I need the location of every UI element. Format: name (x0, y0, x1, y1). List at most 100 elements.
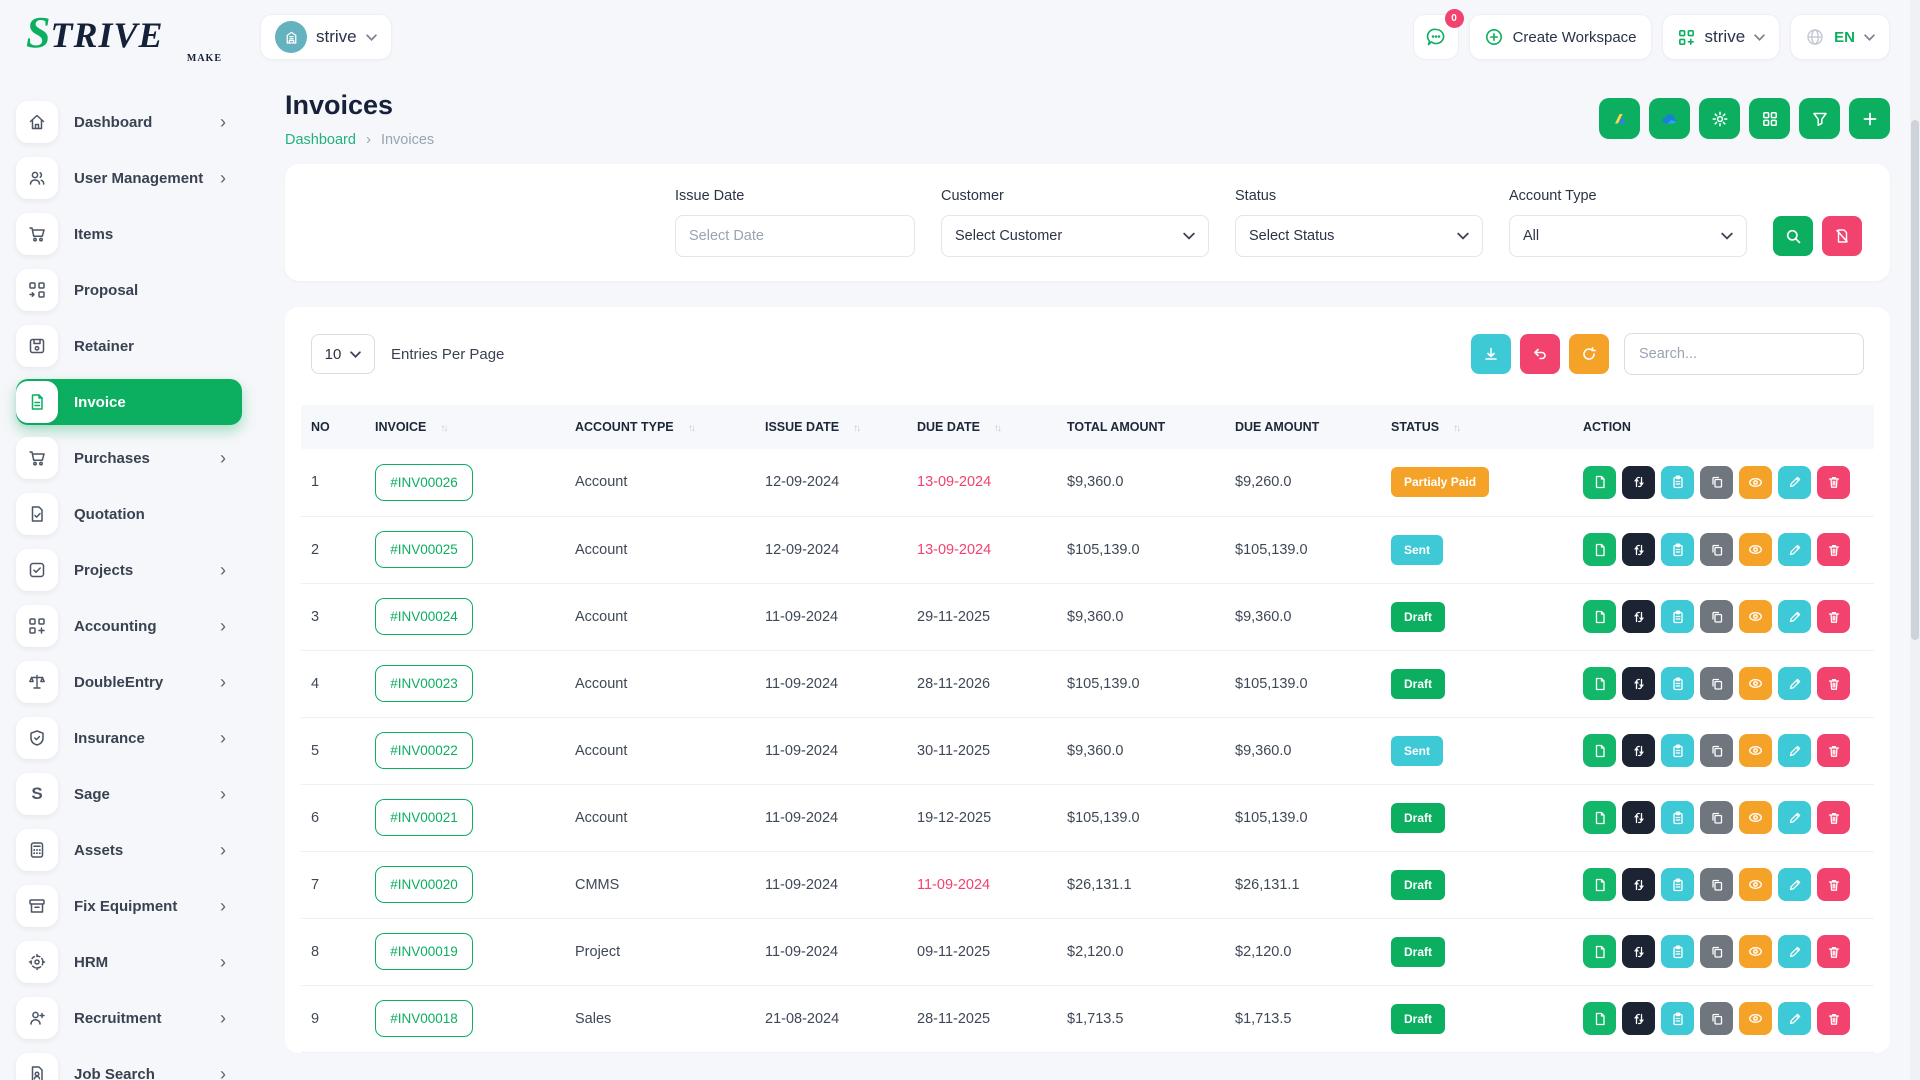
customer-select[interactable]: Select Customer (941, 215, 1209, 257)
clipboard-button[interactable] (1661, 868, 1694, 901)
table-search-input[interactable] (1624, 333, 1864, 375)
delete-button[interactable] (1817, 600, 1850, 633)
invoice-number-chip[interactable]: #INV00019 (375, 933, 473, 970)
invoice-number-chip[interactable]: #INV00021 (375, 799, 473, 836)
view-button[interactable] (1739, 935, 1772, 968)
edit-button[interactable] (1778, 801, 1811, 834)
invoice-file-button[interactable] (1583, 465, 1616, 499)
status-select[interactable]: Select Status (1235, 215, 1483, 257)
delete-button[interactable] (1817, 533, 1850, 566)
undo-button[interactable] (1520, 334, 1560, 374)
language-selector[interactable]: EN (1790, 14, 1890, 60)
view-button[interactable] (1739, 868, 1772, 901)
sidebar-item-recruitment[interactable]: Recruitment › (16, 995, 242, 1041)
delete-button[interactable] (1817, 801, 1850, 834)
sidebar-item-projects[interactable]: Projects › (16, 547, 242, 593)
filter-button[interactable] (1799, 98, 1840, 139)
edit-button[interactable] (1778, 533, 1811, 566)
sidebar-item-sage[interactable]: S Sage › (16, 771, 242, 817)
duplicate-button[interactable] (1700, 935, 1733, 968)
invoice-number-chip[interactable]: #INV00023 (375, 665, 473, 702)
clipboard-button[interactable] (1661, 1002, 1694, 1035)
invoice-number-chip[interactable]: #INV00020 (375, 866, 473, 903)
convert-button[interactable] (1622, 734, 1655, 767)
create-workspace-button[interactable]: Create Workspace (1468, 14, 1652, 60)
clipboard-button[interactable] (1661, 935, 1694, 968)
sidebar-item-invoice[interactable]: Invoice (16, 379, 242, 425)
sidebar-item-items[interactable]: Items (16, 211, 242, 257)
invoice-file-button[interactable] (1583, 533, 1616, 566)
convert-button[interactable] (1622, 465, 1655, 499)
invoice-file-button[interactable] (1583, 734, 1616, 767)
invoice-file-button[interactable] (1583, 801, 1616, 834)
edit-button[interactable] (1778, 734, 1811, 767)
settings-button[interactable] (1699, 98, 1740, 139)
messages-button[interactable]: 0 (1412, 9, 1464, 60)
duplicate-button[interactable] (1700, 801, 1733, 834)
edit-button[interactable] (1778, 1002, 1811, 1035)
invoice-file-button[interactable] (1583, 868, 1616, 901)
sidebar-item-fix-equipment[interactable]: Fix Equipment › (16, 883, 242, 929)
invoice-file-button[interactable] (1583, 600, 1616, 633)
export-button[interactable] (1471, 334, 1511, 374)
col-due-date[interactable]: DUE DATE ↑↓ (907, 405, 1057, 449)
sidebar-item-retainer[interactable]: Retainer (16, 323, 242, 369)
clear-filter-button[interactable] (1822, 216, 1862, 256)
sidebar-item-quotation[interactable]: Quotation (16, 491, 242, 537)
sidebar-item-proposal[interactable]: Proposal (16, 267, 242, 313)
invoice-number-chip[interactable]: #INV00024 (375, 598, 473, 635)
refresh-button[interactable] (1569, 334, 1609, 374)
clipboard-button[interactable] (1661, 600, 1694, 633)
col-status[interactable]: STATUS ↑↓ (1381, 405, 1573, 449)
delete-button[interactable] (1817, 935, 1850, 968)
delete-button[interactable] (1817, 868, 1850, 901)
issue-date-input[interactable] (675, 215, 915, 257)
convert-button[interactable] (1622, 801, 1655, 834)
duplicate-button[interactable] (1700, 868, 1733, 901)
delete-button[interactable] (1817, 734, 1850, 767)
sidebar-item-assets[interactable]: Assets › (16, 827, 242, 873)
workspace-menu[interactable]: strive (1661, 14, 1781, 60)
edit-button[interactable] (1778, 667, 1811, 700)
invoice-number-chip[interactable]: #INV00022 (375, 732, 473, 769)
entries-per-page-select[interactable]: 10 (311, 334, 375, 374)
apps-button[interactable] (1749, 98, 1790, 139)
sidebar-item-user-management[interactable]: User Management › (16, 155, 242, 201)
invoice-number-chip[interactable]: #INV00018 (375, 1000, 473, 1037)
invoice-number-chip[interactable]: #INV00026 (375, 463, 473, 501)
convert-button[interactable] (1622, 600, 1655, 633)
sidebar-item-doubleentry[interactable]: DoubleEntry › (16, 659, 242, 705)
clipboard-button[interactable] (1661, 801, 1694, 834)
sidebar-item-dashboard[interactable]: Dashboard › (16, 99, 242, 145)
delete-button[interactable] (1817, 465, 1850, 499)
apply-filter-button[interactable] (1773, 216, 1813, 256)
col-invoice[interactable]: INVOICE ↑↓ (365, 405, 565, 449)
invoice-file-button[interactable] (1583, 1002, 1616, 1035)
duplicate-button[interactable] (1700, 533, 1733, 566)
view-button[interactable] (1739, 801, 1772, 834)
col-issue-date[interactable]: ISSUE DATE ↑↓ (755, 405, 907, 449)
edit-button[interactable] (1778, 868, 1811, 901)
sidebar-item-purchases[interactable]: Purchases › (16, 435, 242, 481)
edit-button[interactable] (1778, 465, 1811, 499)
invoice-number-chip[interactable]: #INV00025 (375, 531, 473, 568)
google-drive-button[interactable] (1599, 98, 1640, 139)
view-button[interactable] (1739, 533, 1772, 566)
clipboard-button[interactable] (1661, 465, 1694, 499)
onedrive-button[interactable] (1649, 98, 1690, 139)
sidebar-item-insurance[interactable]: Insurance › (16, 715, 242, 761)
invoice-file-button[interactable] (1583, 935, 1616, 968)
sidebar-item-hrm[interactable]: HRM › (16, 939, 242, 985)
scrollbar-thumb[interactable] (1911, 120, 1919, 640)
app-logo[interactable]: STRIVE MAKE (0, 10, 260, 64)
view-button[interactable] (1739, 1002, 1772, 1035)
sidebar-item-accounting[interactable]: Accounting › (16, 603, 242, 649)
convert-button[interactable] (1622, 667, 1655, 700)
delete-button[interactable] (1817, 1002, 1850, 1035)
duplicate-button[interactable] (1700, 734, 1733, 767)
clipboard-button[interactable] (1661, 667, 1694, 700)
breadcrumb-dashboard-link[interactable]: Dashboard (285, 131, 356, 148)
view-button[interactable] (1739, 734, 1772, 767)
convert-button[interactable] (1622, 868, 1655, 901)
delete-button[interactable] (1817, 667, 1850, 700)
